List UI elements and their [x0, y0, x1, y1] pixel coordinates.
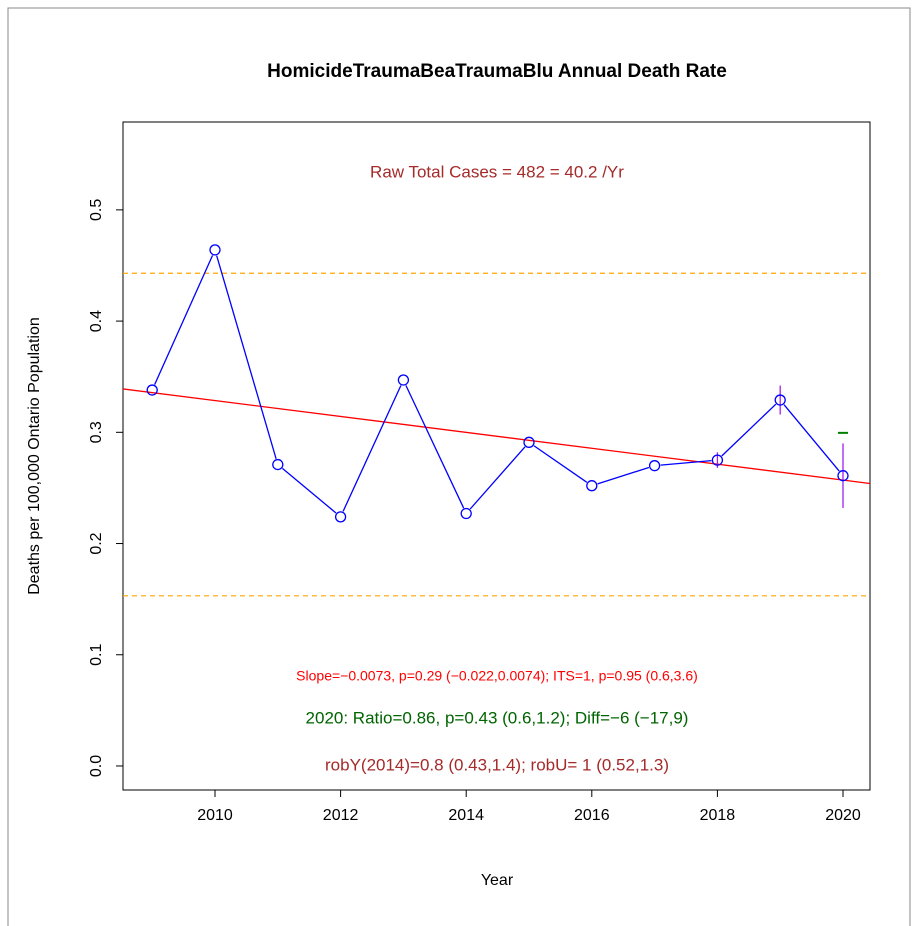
- x-tick-label: 2020: [825, 807, 861, 824]
- line-segment: [281, 467, 337, 514]
- line-segment: [597, 466, 650, 485]
- x-tick-label: 2012: [323, 807, 359, 824]
- line-segment: [469, 446, 526, 510]
- annotation: Slope=−0.0073, p=0.29 (−0.022,0.0074); I…: [296, 668, 698, 684]
- x-tick-label: 2014: [448, 807, 484, 824]
- line-segment: [721, 403, 777, 457]
- annotation: Raw Total Cases = 482 = 40.2 /Yr: [370, 162, 624, 181]
- chart-title: HomicideTraumaBeaTraumaBlu Annual Death …: [267, 61, 727, 82]
- data-point: [272, 458, 284, 471]
- data-point: [334, 511, 347, 523]
- y-tick-label: 0.0: [88, 755, 105, 777]
- y-tick-label: 0.1: [88, 644, 105, 666]
- data-point: [774, 394, 786, 406]
- data-point: [146, 384, 158, 396]
- figure-border: [7, 7, 911, 926]
- line-segment: [216, 255, 277, 459]
- annotation: robY(2014)=0.8 (0.43,1.4); robU= 1 (0.52…: [325, 755, 669, 774]
- y-tick-label: 0.3: [88, 421, 105, 443]
- data-point: [460, 507, 472, 520]
- y-tick-label: 0.2: [88, 532, 105, 554]
- data-point: [209, 244, 221, 256]
- x-axis-label: Year: [481, 872, 514, 889]
- line-segment: [405, 385, 465, 509]
- annotation: 2020: Ratio=0.86, p=0.43 (0.6,1.2); Diff…: [306, 708, 689, 727]
- data-point: [837, 470, 849, 482]
- data-point: [523, 436, 535, 448]
- line-segment: [533, 445, 588, 483]
- line-segment: [342, 385, 402, 512]
- data-point: [711, 454, 724, 466]
- data-point: [648, 460, 661, 472]
- line-segment: [660, 459, 712, 466]
- y-axis-label: Deaths per 100,000 Ontario Population: [26, 317, 43, 595]
- data-point: [397, 374, 410, 386]
- x-tick-label: 2016: [574, 807, 610, 824]
- data-point: [586, 480, 598, 492]
- line-segment: [783, 404, 840, 472]
- plot-box: [122, 121, 871, 791]
- y-tick-label: 0.4: [88, 310, 105, 332]
- trend-line: [122, 388, 871, 485]
- x-tick-label: 2010: [197, 807, 233, 824]
- x-tick-label: 2018: [700, 807, 736, 824]
- line-segment: [154, 255, 214, 385]
- y-tick-label: 0.5: [88, 199, 105, 221]
